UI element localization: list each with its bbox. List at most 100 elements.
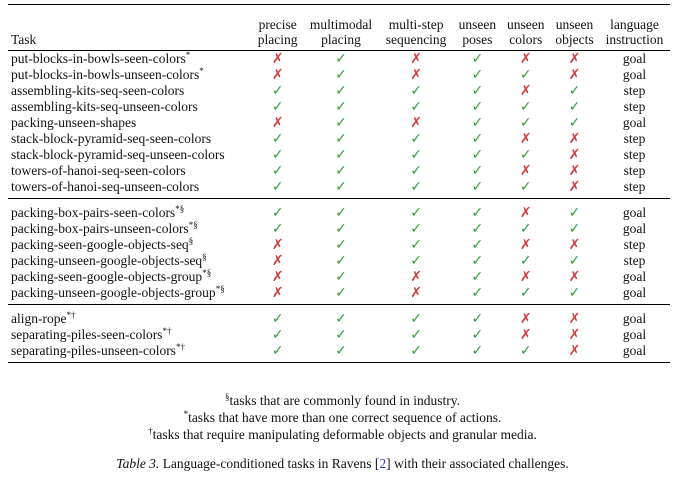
cross-icon-precise-placing: ✗ [271,237,284,253]
table-row: put-blocks-in-bowls-seen-colors* ✗ ✓ ✗ ✓ ✗ ✗ go… [8,51,670,68]
header-task: Task [8,4,253,51]
check-icon-multimodal-placing: ✓ [335,83,347,99]
header-unseen-colors: unseen colors [501,4,550,51]
check-icon-precise-placing: ✓ [271,83,284,99]
check-icon-precise-placing: ✓ [271,327,284,343]
check-icon-unseen-colors: ✓ [519,99,532,115]
cross-icon-unseen-objects: ✗ [568,51,581,67]
language-instruction-cell: step [623,131,646,146]
footnote-marks: *† [175,342,185,352]
footnote-multiple-sequences: *tasks that have more than one correct s… [183,409,502,426]
check-icon-precise-placing: ✓ [271,99,284,115]
footnote-marks: *† [66,310,76,320]
cross-icon-unseen-objects: ✗ [568,237,581,253]
cross-icon-unseen-colors: ✗ [519,269,532,285]
footnotes: §tasks that are commonly found in indust… [0,392,685,443]
footnote-marks: *§ [202,268,212,278]
check-icon-multimodal-placing: ✓ [335,269,347,285]
check-icon-unseen-colors: ✓ [519,147,532,163]
check-icon-unseen-poses: ✓ [471,115,484,131]
table-row: stack-block-pyramid-seq-unseen-colors ✓ ✓ ✓… [8,147,670,163]
table-row: towers-of-hanoi-seq-unseen-colors ✓ ✓ ✓ ✓ ✓ ✗ s… [8,179,670,199]
check-icon-precise-placing: ✓ [271,163,284,179]
task-name-cell: assembling-kits-seq-unseen-colors [11,99,198,114]
check-icon-unseen-poses: ✓ [471,221,484,237]
check-icon-multimodal-placing: ✓ [303,343,379,363]
table-row: towers-of-hanoi-seq-seen-colors ✓ ✓ ✓ ✓ ✗ ✗ ste… [8,163,670,179]
check-icon-multi-step-sequencing: ✓ [410,327,422,343]
task-name-cell: packing-box-pairs-seen-colors*§ [11,204,185,221]
header-language-instruction: language instruction [599,4,670,51]
table-row: align-rope*† ✓ ✓ ✓ ✓ ✗ ✗ goal [8,305,670,328]
check-icon-multi-step-sequencing: ✓ [378,343,454,363]
language-instruction-cell: goal [622,67,647,82]
cross-icon-unseen-colors: ✗ [519,205,532,221]
cross-icon-unseen-objects: ✗ [549,343,600,363]
cross-icon-precise-placing: ✗ [271,115,284,131]
citation-link[interactable]: 2 [379,456,387,471]
check-icon-multi-step-sequencing: ✓ [410,311,422,327]
footnote-marks: *§ [188,220,198,230]
task-name-cell: packing-seen-google-objects-group*§ [11,268,212,285]
language-instruction-cell: goal [622,269,647,284]
check-icon-multimodal-placing: ✓ [335,115,347,131]
check-icon-multimodal-placing: ✓ [335,147,347,163]
check-icon-multimodal-placing: ✓ [335,221,347,237]
language-instruction-cell: step [623,253,646,268]
check-icon-multimodal-placing: ✓ [335,163,347,179]
check-icon-multi-step-sequencing: ✓ [410,205,422,221]
footnote-marks: *§ [175,204,185,214]
language-instruction-cell: step [623,147,646,162]
header-unseen-poses: unseen poses [453,4,502,51]
check-icon-multimodal-placing: ✓ [335,131,347,147]
check-icon-multimodal-placing: ✓ [335,99,347,115]
check-icon-unseen-colors: ✓ [519,115,532,131]
cross-icon-unseen-objects: ✗ [568,163,581,179]
cross-icon-unseen-colors: ✗ [519,327,532,343]
language-instruction-cell: goal [622,51,647,66]
header-precise-placing: precise placing [252,4,304,51]
check-icon-multimodal-placing: ✓ [335,205,347,221]
table-header-row: Task precise placing multimodal placing mu… [8,4,670,51]
footnote-marks: § [202,252,207,262]
check-icon-unseen-colors: ✓ [519,67,532,83]
cross-icon-multi-step-sequencing: ✗ [410,51,422,67]
language-instruction-cell: goal [622,327,647,342]
table-row: assembling-kits-seq-unseen-colors ✓ ✓ ✓ ✓ ✓ ✓ s… [8,99,670,115]
cross-icon-unseen-objects: ✗ [568,327,581,343]
task-name-cell: assembling-kits-seq-seen-colors [11,83,185,98]
caption-text-after: ] with their associated challenges. [386,456,569,471]
check-icon-multimodal-placing: ✓ [335,253,347,269]
header-unseen-objects: unseen objects [549,4,600,51]
cross-icon-multi-step-sequencing: ✗ [410,115,422,131]
footnote-marks: * [199,66,204,76]
language-instruction-cell: goal [622,221,647,236]
task-name-cell: align-rope*† [11,310,76,327]
cross-icon-precise-placing: ✗ [271,269,284,285]
table-row: stack-block-pyramid-seq-seen-colors ✓ ✓ ✓ ✓ ✗… [8,131,670,147]
language-instruction-cell: goal [599,343,670,363]
check-icon-multimodal-placing: ✓ [303,285,379,305]
language-instruction-cell: goal [622,205,647,220]
language-instruction-cell: step [599,179,670,199]
check-icon-unseen-objects: ✓ [568,99,581,115]
check-icon-multimodal-placing: ✓ [335,237,347,253]
check-icon-multi-step-sequencing: ✓ [410,147,422,163]
cross-icon-unseen-objects: ✗ [568,147,581,163]
table-caption: Table 3. Language-conditioned tasks in R… [0,456,685,472]
check-icon-unseen-poses: ✓ [471,205,484,221]
table-row: packing-unseen-google-objects-seq§ ✗ ✓ ✓ ✓ ✓ ✓… [8,252,670,270]
footnote-marks: *† [162,326,172,336]
check-icon-multi-step-sequencing: ✓ [378,179,454,199]
table-row: packing-box-pairs-seen-colors*§ ✓ ✓ ✓ ✓ ✗ ✓ goa… [8,199,670,222]
cross-icon-precise-placing: ✗ [271,253,284,269]
check-icon-precise-placing: ✓ [271,205,284,221]
caption-text-before: Language-conditioned tasks in Ravens [ [159,456,380,471]
check-icon-unseen-poses: ✓ [471,67,484,83]
check-icon-precise-placing: ✓ [271,147,284,163]
task-name-cell: packing-unseen-google-objects-seq§ [11,252,207,269]
check-icon-precise-placing: ✓ [271,221,284,237]
task-table: Task precise placing multimodal placing mu… [8,4,670,363]
task-name-cell: packing-unseen-shapes [11,115,137,130]
